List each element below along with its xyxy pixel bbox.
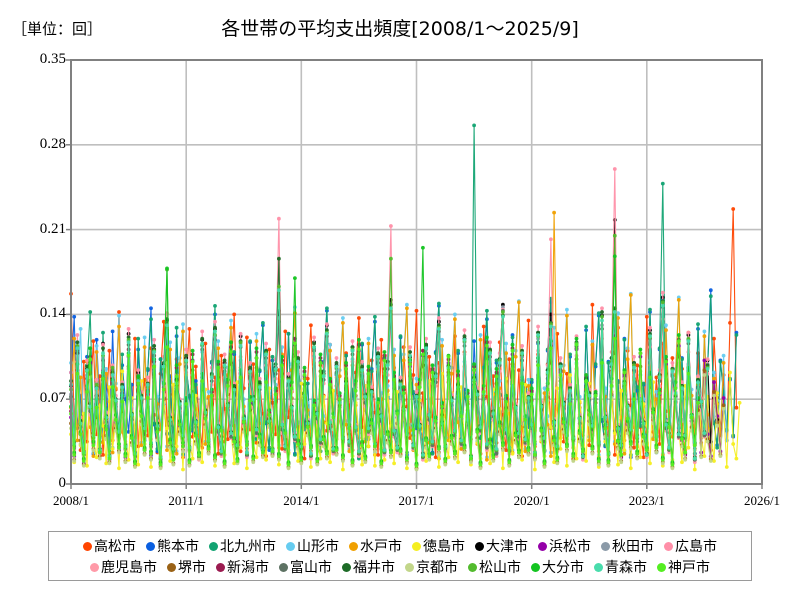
legend-color-swatch-icon <box>286 542 295 551</box>
legend-item-label: 広島市 <box>675 538 717 555</box>
legend-item[interactable]: 大津市 <box>475 540 528 554</box>
legend-item[interactable]: 鹿児島市 <box>90 561 157 575</box>
legend-item[interactable]: 高松市 <box>83 540 136 554</box>
y-axis-tick-label: 0.21 <box>39 220 66 237</box>
legend-item[interactable]: 徳島市 <box>412 540 465 554</box>
legend-color-swatch-icon <box>146 542 155 551</box>
x-axis-tick-label: 2017/1 <box>398 493 435 508</box>
legend-item[interactable]: 新潟市 <box>216 561 269 575</box>
legend-item-label: 青森市 <box>605 559 647 576</box>
legend-item[interactable]: 青森市 <box>594 561 647 575</box>
legend: 高松市 熊本市 北九州市 山形市 水戸市 徳島市 大津市 浜松市 秋田市 広島市鹿児島市 堺市 新潟市… <box>48 531 752 581</box>
legend-color-swatch-icon <box>468 563 477 572</box>
legend-color-swatch-icon <box>349 542 358 551</box>
legend-color-swatch-icon <box>83 542 92 551</box>
legend-item-label: 浜松市 <box>549 538 591 555</box>
legend-item-label: 大分市 <box>542 559 584 576</box>
legend-item-label: 徳島市 <box>423 538 465 555</box>
y-axis-tick-label: 0 <box>58 475 67 491</box>
legend-item[interactable]: 京都市 <box>405 561 458 575</box>
x-axis-tick-label: 2011/1 <box>168 493 204 508</box>
x-axis-tick-label: 2023/1 <box>628 493 665 508</box>
legend-item[interactable]: 北九州市 <box>209 540 276 554</box>
legend-item-label: 秋田市 <box>612 538 654 555</box>
legend-item-label: 熊本市 <box>157 538 199 555</box>
y-axis-tick-label: 0.28 <box>39 135 66 152</box>
legend-color-swatch-icon <box>594 563 603 572</box>
legend-item-label: 京都市 <box>416 559 458 576</box>
legend-item-label: 堺市 <box>178 559 206 576</box>
legend-row: 高松市 熊本市 北九州市 山形市 水戸市 徳島市 大津市 浜松市 秋田市 広島市 <box>55 536 745 557</box>
x-axis-tick-label: 2020/1 <box>513 493 550 508</box>
legend-item[interactable]: 秋田市 <box>601 540 654 554</box>
legend-item-label: 新潟市 <box>227 559 269 576</box>
legend-item-label: 神戸市 <box>668 559 710 576</box>
chart-title: 各世帯の平均支出頻度[2008/1〜2025/9] <box>221 18 579 40</box>
legend-item-label: 松山市 <box>479 559 521 576</box>
legend-color-swatch-icon <box>279 563 288 572</box>
x-axis-tick-label: 2026/1 <box>743 493 781 508</box>
legend-color-swatch-icon <box>531 563 540 572</box>
legend-item-label: 大津市 <box>486 538 528 555</box>
legend-item[interactable]: 富山市 <box>279 561 332 575</box>
legend-color-swatch-icon <box>216 563 225 572</box>
legend-item[interactable]: 広島市 <box>664 540 717 554</box>
legend-item-label: 鹿児島市 <box>101 559 157 576</box>
legend-item[interactable]: 浜松市 <box>538 540 591 554</box>
legend-color-swatch-icon <box>538 542 547 551</box>
x-axis-tick-label: 2008/1 <box>52 493 90 508</box>
legend-item[interactable]: 松山市 <box>468 561 521 575</box>
legend-color-swatch-icon <box>657 563 666 572</box>
legend-row: 鹿児島市 堺市 新潟市 富山市 福井市 京都市 松山市 大分市 青森市 神戸市 <box>55 557 745 578</box>
legend-color-swatch-icon <box>405 563 414 572</box>
y-axis-tick-label: 0.35 <box>39 51 66 67</box>
legend-color-swatch-icon <box>601 542 610 551</box>
legend-item-label: 山形市 <box>297 538 339 555</box>
legend-item-label: 北九州市 <box>220 538 276 555</box>
y-axis-tick-label: 0.07 <box>39 390 66 407</box>
legend-item[interactable]: 神戸市 <box>657 561 710 575</box>
y-axis-tick-label: 0.14 <box>39 305 66 322</box>
legend-color-swatch-icon <box>90 563 99 572</box>
unit-label: ［単位：回］ <box>12 20 103 38</box>
x-axis-tick-label: 2014/1 <box>283 493 320 508</box>
legend-color-swatch-icon <box>475 542 484 551</box>
legend-color-swatch-icon <box>209 542 218 551</box>
legend-item[interactable]: 堺市 <box>167 561 206 575</box>
legend-item[interactable]: 水戸市 <box>349 540 402 554</box>
legend-item[interactable]: 大分市 <box>531 561 584 575</box>
legend-item-label: 高松市 <box>94 538 136 555</box>
legend-color-swatch-icon <box>167 563 176 572</box>
legend-item-label: 水戸市 <box>360 538 402 555</box>
legend-item-label: 福井市 <box>353 559 395 576</box>
legend-item[interactable]: 山形市 <box>286 540 339 554</box>
legend-item[interactable]: 福井市 <box>342 561 395 575</box>
legend-item-label: 富山市 <box>290 559 332 576</box>
legend-color-swatch-icon <box>664 542 673 551</box>
y-axis-tick-labels: 0.35 0.28 0.21 0.14 0.07 0 <box>0 0 66 600</box>
legend-item[interactable]: 熊本市 <box>146 540 199 554</box>
legend-color-swatch-icon <box>412 542 421 551</box>
legend-color-swatch-icon <box>342 563 351 572</box>
